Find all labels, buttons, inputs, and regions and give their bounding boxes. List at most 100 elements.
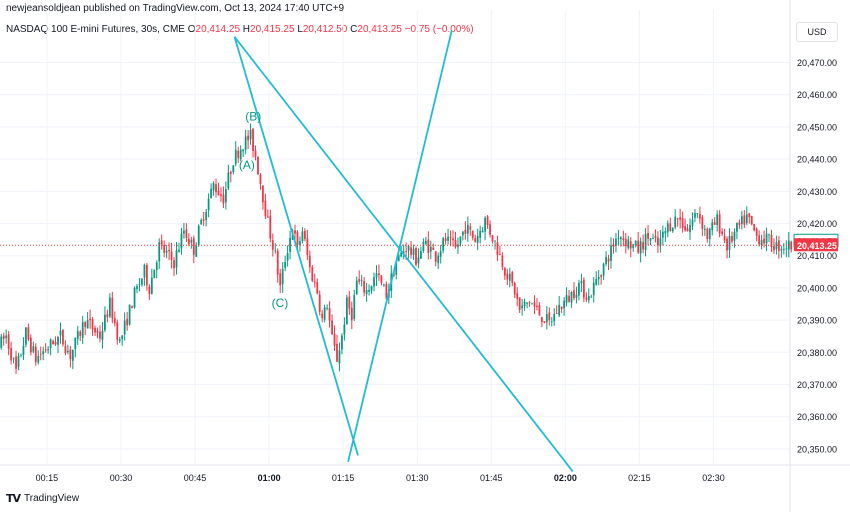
- candle-body: [580, 281, 583, 284]
- up-candle: [239, 145, 242, 162]
- down-candle: [654, 229, 657, 243]
- down-candle: [713, 217, 716, 225]
- down-candle: [27, 323, 30, 342]
- candle-body: [66, 350, 69, 353]
- up-candle: [461, 231, 464, 241]
- candle-body: [239, 149, 242, 160]
- tradingview-footer[interactable]: ⁠𝗧𝗩 TradingView: [6, 492, 79, 505]
- down-candle: [723, 228, 726, 244]
- candle-body: [434, 251, 437, 262]
- candle-body: [141, 278, 143, 285]
- candle-body: [62, 329, 64, 345]
- candle-body: [7, 334, 10, 349]
- candle-body: [738, 222, 741, 226]
- up-candle: [402, 244, 405, 260]
- down-candle: [518, 297, 521, 314]
- up-candle: [183, 222, 185, 239]
- up-candle: [301, 227, 304, 244]
- candle-body: [259, 174, 262, 184]
- candle-body: [264, 200, 267, 217]
- down-candle: [758, 230, 761, 247]
- up-candle: [494, 240, 496, 250]
- currency-selector-button[interactable]: USD: [796, 22, 838, 42]
- candle-body: [39, 354, 42, 356]
- down-candle: [111, 291, 114, 324]
- candle-body: [153, 269, 156, 279]
- candle-body: [49, 339, 52, 348]
- up-candle: [671, 227, 674, 233]
- candle-body: [150, 277, 153, 294]
- candle-body: [22, 345, 25, 356]
- candle-body: [454, 239, 457, 248]
- candle-body: [597, 277, 600, 280]
- last-price-label-box: [794, 238, 838, 252]
- candle-body: [79, 331, 82, 336]
- candle-body: [69, 349, 72, 360]
- up-candle: [355, 276, 358, 295]
- up-candle: [617, 229, 620, 245]
- down-candle: [187, 233, 190, 247]
- down-candle: [2, 332, 5, 346]
- up-candle: [360, 274, 363, 287]
- candle-body: [595, 279, 598, 285]
- candle-body: [254, 150, 257, 157]
- up-candle: [703, 224, 706, 236]
- down-candle: [79, 330, 82, 342]
- down-candle: [555, 305, 558, 314]
- up-candle: [437, 252, 440, 270]
- y-tick-label: 20,440.00: [797, 155, 837, 165]
- close-value: 20,413.25: [357, 24, 402, 35]
- candle-body: [647, 233, 649, 239]
- candle-body: [785, 248, 788, 250]
- candle-body: [592, 282, 595, 296]
- up-candle: [232, 164, 235, 175]
- candle-body: [464, 229, 467, 234]
- candle-body: [74, 337, 77, 350]
- down-candle: [264, 193, 267, 220]
- up-candle: [286, 245, 289, 267]
- candle-body: [336, 343, 338, 362]
- candle-body: [286, 253, 289, 261]
- up-candle: [158, 238, 161, 270]
- candle-body: [736, 223, 738, 232]
- up-candle: [592, 277, 595, 303]
- up-candle: [244, 129, 247, 155]
- candle-body: [29, 337, 32, 353]
- candle-body: [281, 268, 284, 285]
- down-candle: [657, 231, 659, 254]
- up-candle: [190, 236, 193, 249]
- up-candle: [711, 218, 714, 236]
- candle-body: [382, 284, 385, 286]
- candle-body: [760, 239, 763, 245]
- up-candle: [345, 294, 348, 325]
- down-candle: [743, 210, 746, 229]
- down-candle: [486, 215, 489, 229]
- up-candle: [138, 278, 141, 292]
- candle-body: [447, 236, 449, 241]
- up-candle: [128, 304, 131, 326]
- candle-body: [469, 226, 472, 230]
- down-candle: [738, 219, 741, 229]
- candle-body: [568, 295, 570, 302]
- candle-body: [358, 279, 361, 282]
- down-candle: [170, 242, 173, 269]
- up-candle: [407, 244, 410, 259]
- candle-body: [417, 257, 420, 264]
- candle-body: [331, 320, 333, 335]
- candle-body: [632, 244, 635, 249]
- candle-body: [615, 238, 617, 247]
- wave-label: (C): [272, 296, 289, 310]
- down-candle: [748, 212, 751, 224]
- candle-body: [698, 213, 701, 219]
- trendline: [347, 30, 453, 462]
- symbol-name[interactable]: NASDAQ 100 E-mini Futures, 30s, CME: [6, 24, 185, 35]
- up-candle: [242, 148, 245, 158]
- candle-body: [503, 268, 506, 276]
- down-candle: [612, 238, 615, 254]
- candle-body: [59, 330, 62, 336]
- candle-body: [526, 302, 528, 304]
- candle-body: [563, 300, 566, 309]
- candle-body: [229, 171, 232, 174]
- up-candle: [597, 270, 600, 286]
